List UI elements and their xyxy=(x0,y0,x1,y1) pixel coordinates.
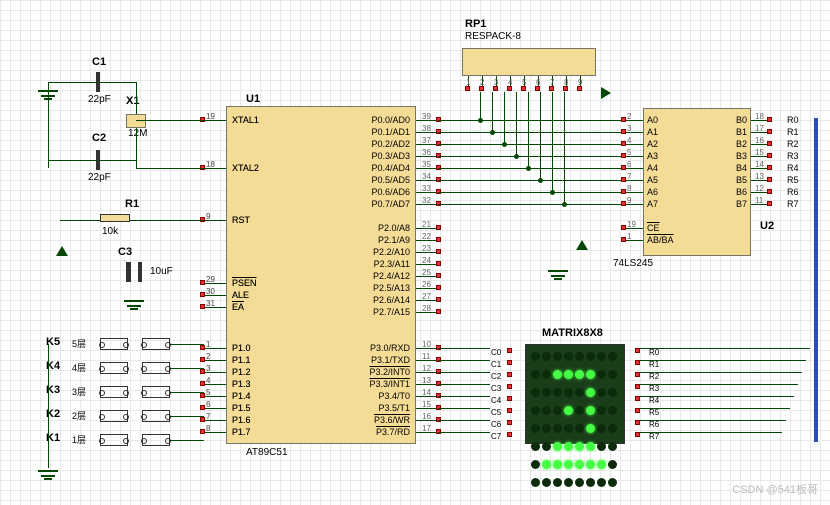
u2-part: 74LS245 xyxy=(613,258,653,269)
gnd4 xyxy=(124,300,144,312)
rp1-ref: RP1 xyxy=(465,18,486,30)
x1-val: 12M xyxy=(128,128,147,139)
matrix-ref: MATRIX8X8 xyxy=(542,327,603,339)
u2-body xyxy=(643,108,751,256)
x1-ref: X1 xyxy=(126,95,139,107)
watermark: CSDN @541板哥 xyxy=(732,481,818,497)
c3-val: 10uF xyxy=(150,266,173,277)
u1-part: AT89C51 xyxy=(246,447,288,458)
u1-ref: U1 xyxy=(246,93,260,105)
r1-val: 10k xyxy=(102,226,118,237)
c3b xyxy=(138,262,142,282)
c2-val: 22pF xyxy=(88,172,111,183)
matrix-body xyxy=(525,344,625,444)
rp1-part: RESPACK-8 xyxy=(465,31,521,42)
u2-ref: U2 xyxy=(760,220,774,232)
c2-ref: C2 xyxy=(92,132,106,144)
gnd3 xyxy=(548,270,568,282)
c3-ref: C3 xyxy=(118,246,132,258)
r1 xyxy=(100,214,130,222)
rp1-body xyxy=(462,48,596,76)
c1-ref: C1 xyxy=(92,56,106,68)
gnd2 xyxy=(38,470,58,482)
r1-ref: R1 xyxy=(125,198,139,210)
c3 xyxy=(126,262,131,282)
c1-val: 22pF xyxy=(88,94,111,105)
gnd1 xyxy=(38,90,58,102)
x1 xyxy=(126,114,146,128)
